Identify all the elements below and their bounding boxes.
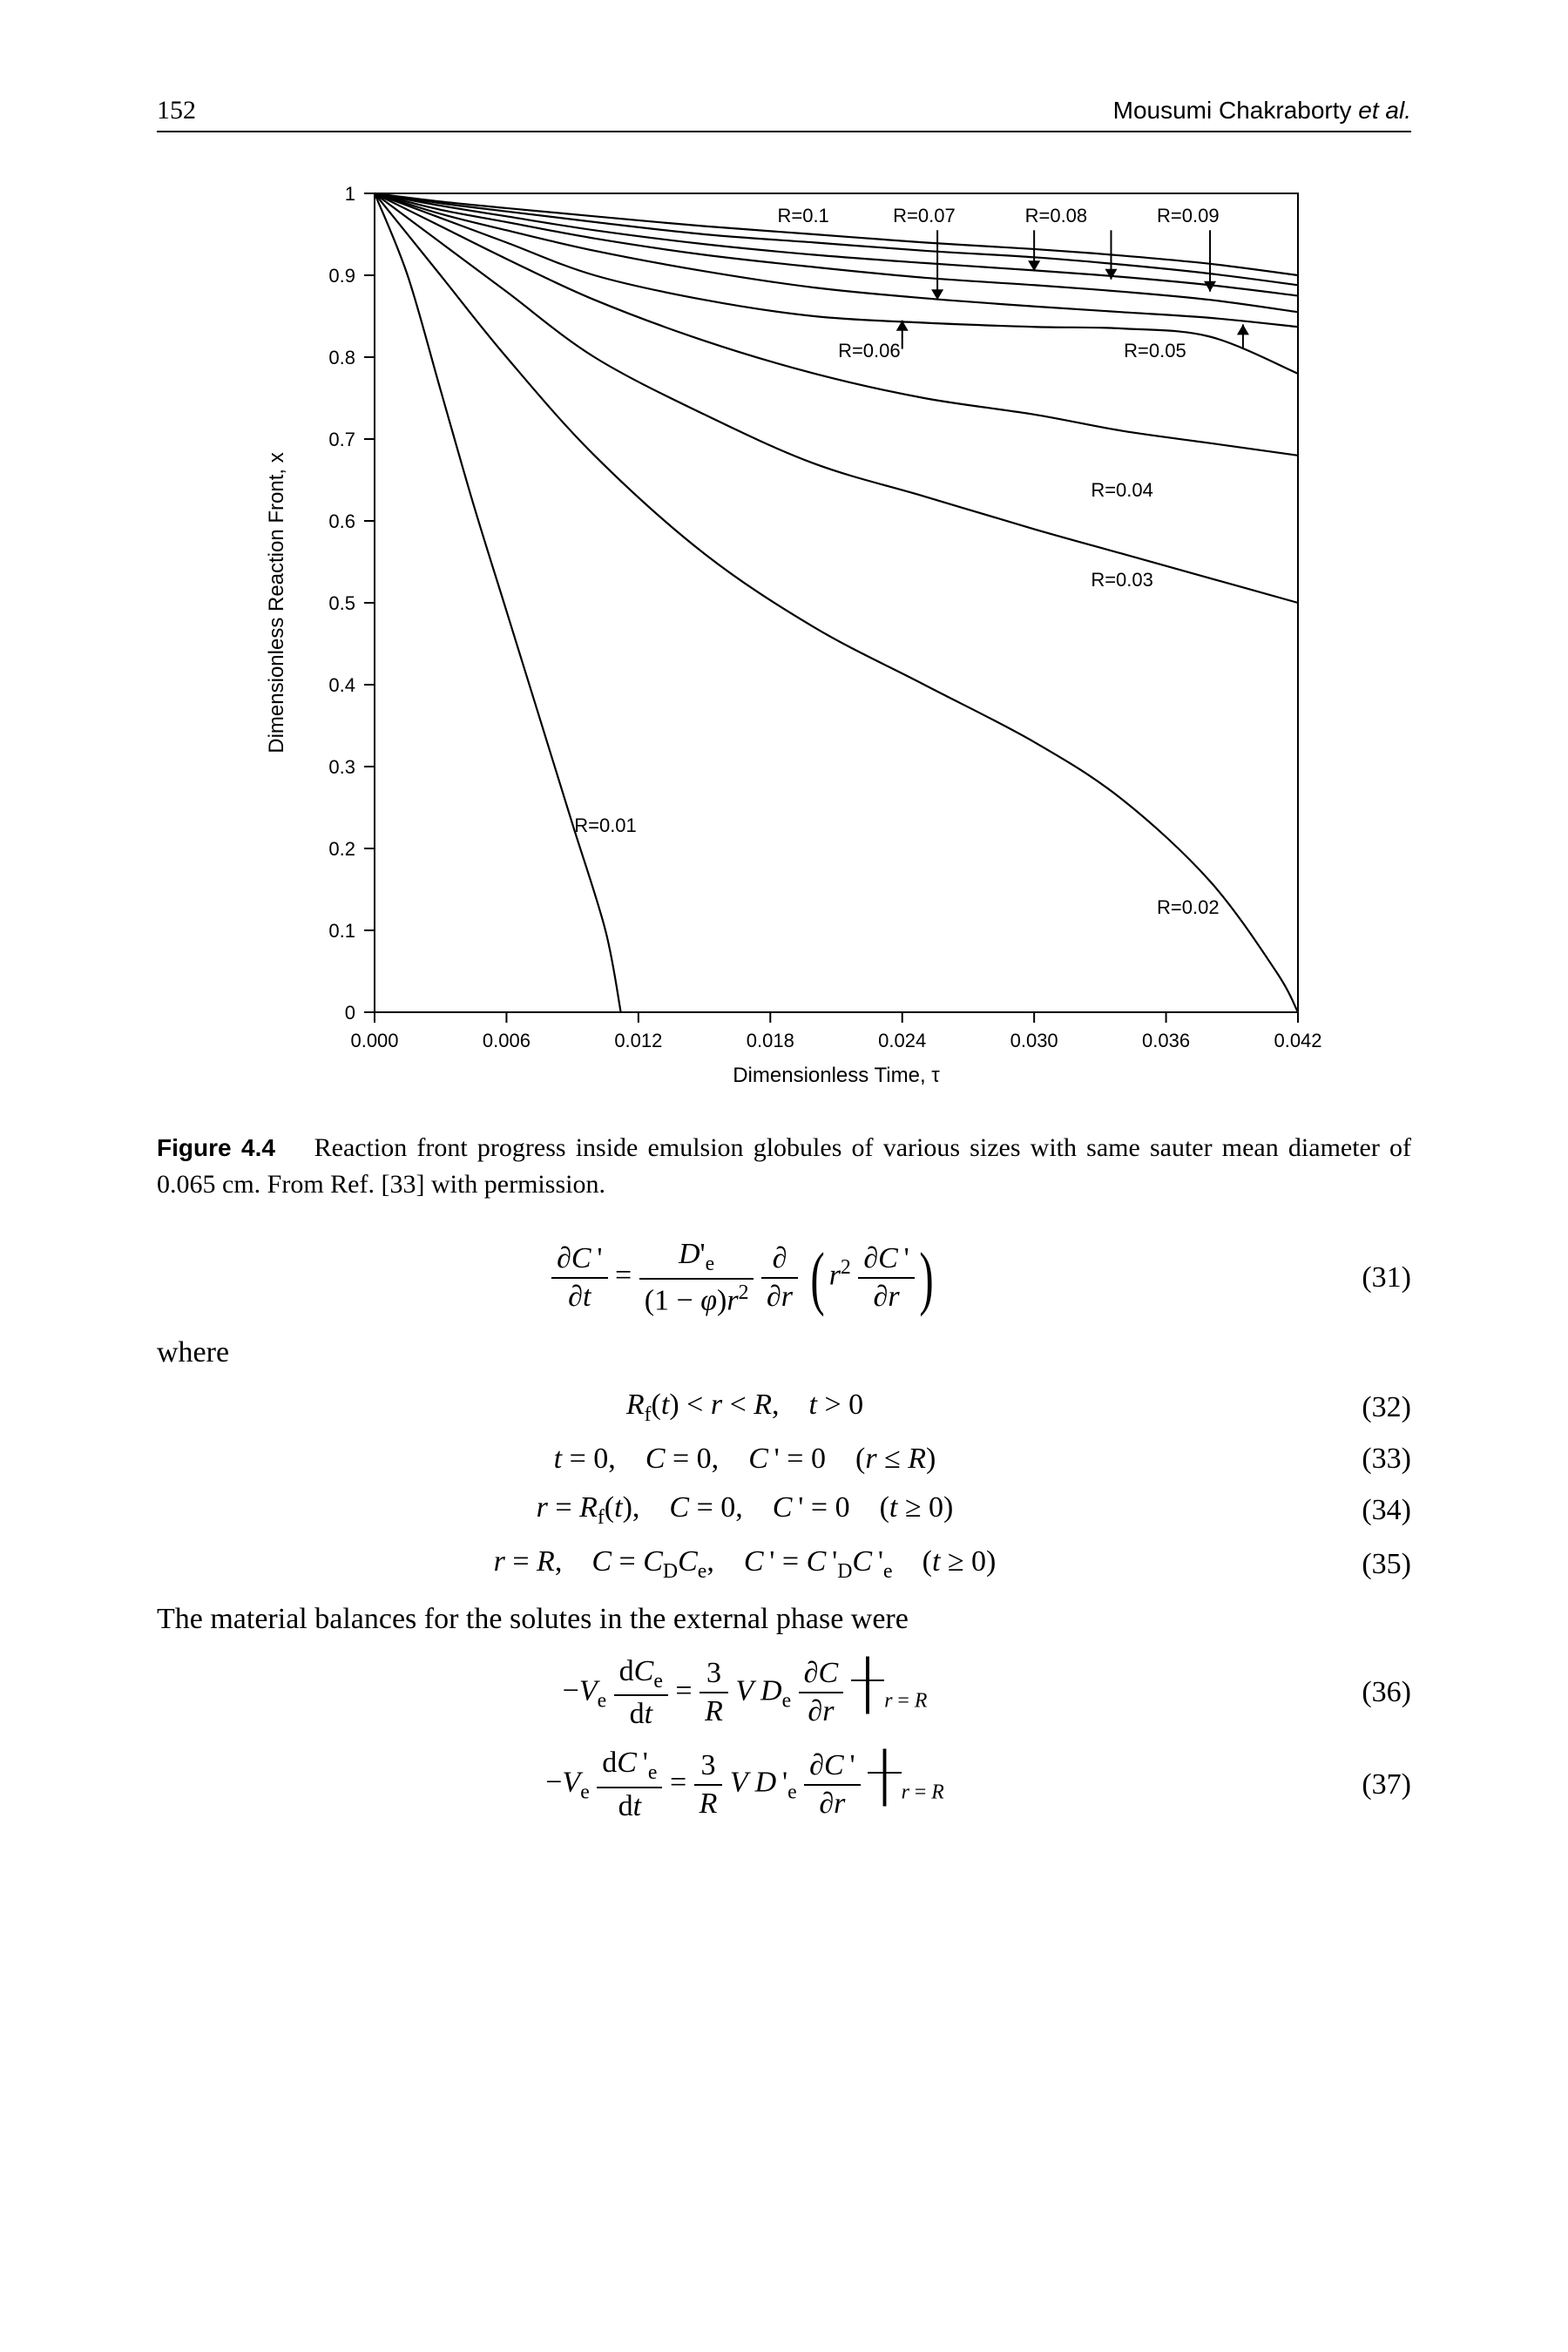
svg-text:0.1: 0.1: [328, 920, 355, 942]
svg-text:R=0.06: R=0.06: [838, 340, 901, 362]
svg-text:0.4: 0.4: [328, 674, 355, 696]
equation-31: ∂C '∂t = D'e(1 − φ)r2 ∂∂r (r2 ∂C '∂r) (3…: [157, 1238, 1411, 1317]
svg-text:Dimensionless Time, τ: Dimensionless Time, τ: [733, 1064, 940, 1087]
svg-text:0.006: 0.006: [483, 1030, 531, 1051]
svg-text:R=0.04: R=0.04: [1091, 479, 1153, 501]
svg-text:1: 1: [345, 183, 355, 205]
svg-text:0.030: 0.030: [1010, 1030, 1058, 1051]
line-chart-svg: 0.000 0.006 0.012 0.018 0.024 0.030 0.036 0.042…: [244, 176, 1324, 1099]
where-text: where: [157, 1336, 1411, 1369]
authors: Mousumi Chakraborty et al.: [1113, 97, 1411, 125]
equation-34: r = Rf(t), C = 0, C ' = 0 (t ≥ 0) (34): [157, 1491, 1411, 1530]
figure-chart: 0.000 0.006 0.012 0.018 0.024 0.030 0.036 0.042…: [244, 176, 1324, 1104]
svg-text:0.024: 0.024: [878, 1030, 926, 1051]
page-number: 152: [157, 96, 196, 125]
svg-text:R=0.09: R=0.09: [1157, 205, 1220, 226]
balance-text: The material balances for the solutes in…: [157, 1603, 1411, 1636]
svg-text:0: 0: [345, 1002, 355, 1024]
svg-text:R=0.08: R=0.08: [1025, 205, 1088, 226]
svg-text:0.6: 0.6: [328, 510, 355, 532]
equation-37: −Ve dC 'edt = 3R V D 'e ∂C '∂r │r = R (3…: [157, 1747, 1411, 1823]
svg-text:0.036: 0.036: [1142, 1030, 1190, 1051]
svg-text:0.018: 0.018: [747, 1030, 794, 1051]
svg-text:0.2: 0.2: [328, 838, 355, 860]
svg-text:R=0.1: R=0.1: [777, 205, 828, 226]
svg-text:R=0.02: R=0.02: [1157, 896, 1220, 918]
svg-text:0.000: 0.000: [350, 1030, 398, 1051]
equation-33: t = 0, C = 0, C ' = 0 (r ≤ R) (33): [157, 1443, 1411, 1476]
equation-32: Rf(t) < r < R, t > 0 (32): [157, 1389, 1411, 1427]
svg-text:0.3: 0.3: [328, 756, 355, 778]
svg-text:R=0.01: R=0.01: [574, 814, 637, 836]
svg-text:0.042: 0.042: [1274, 1030, 1321, 1051]
svg-text:0.8: 0.8: [328, 347, 355, 368]
svg-text:0.5: 0.5: [328, 592, 355, 614]
figure-caption: Figure 4.4 Reaction front progress insid…: [157, 1130, 1411, 1203]
equation-36: −Ve dCedt = 3R V De ∂C∂r │r = R (36): [157, 1655, 1411, 1732]
svg-text:R=0.05: R=0.05: [1124, 340, 1186, 362]
svg-text:R=0.03: R=0.03: [1091, 569, 1153, 591]
svg-text:0.9: 0.9: [328, 265, 355, 287]
svg-text:R=0.07: R=0.07: [893, 205, 956, 226]
equation-35: r = R, C = CDCe, C ' = C 'DC 'e (t ≥ 0) …: [157, 1545, 1411, 1584]
svg-text:0.7: 0.7: [328, 429, 355, 450]
page-header: 152 Mousumi Chakraborty et al.: [157, 96, 1411, 132]
svg-text:Dimensionless Reaction Front,: Dimensionless Reaction Front, x: [265, 452, 288, 753]
svg-text:0.012: 0.012: [614, 1030, 662, 1051]
